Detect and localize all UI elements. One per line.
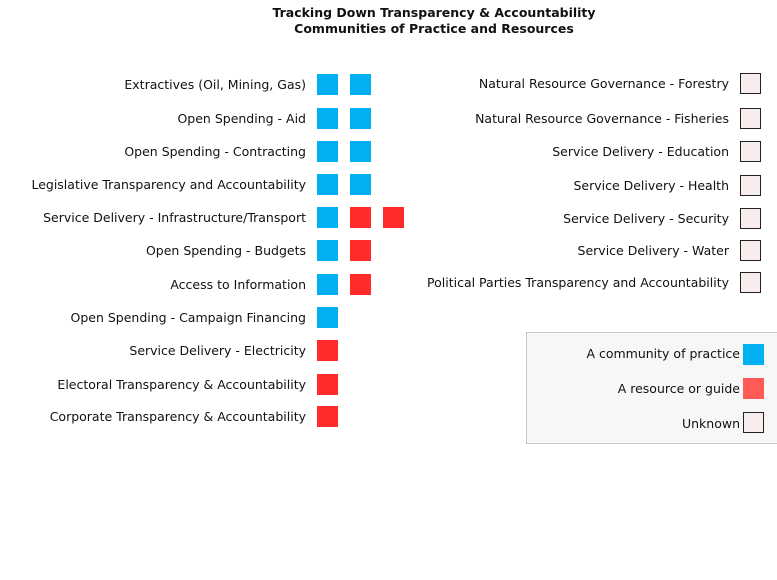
topic-label: Open Spending - Contracting bbox=[124, 144, 306, 159]
unknown-marker bbox=[740, 108, 761, 129]
unknown-marker bbox=[740, 73, 761, 94]
community-marker bbox=[317, 174, 338, 195]
community-marker bbox=[350, 108, 371, 129]
unknown-marker bbox=[740, 208, 761, 229]
topic-label: Electoral Transparency & Accountability bbox=[57, 377, 306, 392]
topic-label: Natural Resource Governance - Forestry bbox=[478, 76, 729, 91]
topic-label: Service Delivery - Infrastructure/Transp… bbox=[43, 210, 306, 225]
community-marker bbox=[317, 207, 338, 228]
resource-marker bbox=[350, 240, 371, 261]
community-marker bbox=[317, 307, 338, 328]
legend-label-resource: A resource or guide bbox=[617, 381, 740, 396]
legend-label-community: A community of practice bbox=[586, 346, 740, 361]
resource-marker bbox=[317, 406, 338, 427]
legend-swatch-resource bbox=[743, 378, 764, 399]
topic-label: Service Delivery - Water bbox=[577, 243, 729, 258]
legend: A community of practice A resource or gu… bbox=[526, 332, 777, 444]
topic-label: Natural Resource Governance - Fisheries bbox=[475, 111, 729, 126]
legend-swatch-unknown bbox=[743, 412, 764, 433]
unknown-marker bbox=[740, 175, 761, 196]
unknown-marker bbox=[740, 141, 761, 162]
topic-label: Political Parties Transparency and Accou… bbox=[427, 275, 729, 290]
topic-label: Corporate Transparency & Accountability bbox=[49, 409, 306, 424]
community-marker bbox=[350, 141, 371, 162]
resource-marker bbox=[350, 274, 371, 295]
topic-label: Service Delivery - Electricity bbox=[129, 343, 306, 358]
community-marker bbox=[350, 174, 371, 195]
community-marker bbox=[317, 274, 338, 295]
topic-label: Service Delivery - Health bbox=[573, 178, 729, 193]
community-marker bbox=[317, 141, 338, 162]
topic-label: Service Delivery - Education bbox=[552, 144, 729, 159]
resource-marker bbox=[350, 207, 371, 228]
topic-label: Access to Information bbox=[170, 277, 306, 292]
topic-label: Service Delivery - Security bbox=[563, 211, 729, 226]
resource-marker bbox=[317, 340, 338, 361]
topic-label: Extractives (Oil, Mining, Gas) bbox=[124, 77, 306, 92]
resource-marker bbox=[317, 374, 338, 395]
community-marker bbox=[317, 240, 338, 261]
legend-swatch-community bbox=[743, 344, 764, 365]
unknown-marker bbox=[740, 240, 761, 261]
community-marker bbox=[317, 108, 338, 129]
unknown-marker bbox=[740, 272, 761, 293]
resource-marker bbox=[383, 207, 404, 228]
chart-title-line-2: Communities of Practice and Resources bbox=[294, 21, 574, 36]
legend-label-unknown: Unknown bbox=[681, 416, 740, 431]
topic-label: Legislative Transparency and Accountabil… bbox=[31, 177, 306, 192]
community-marker bbox=[350, 74, 371, 95]
community-marker bbox=[317, 74, 338, 95]
chart-title-line-1: Tracking Down Transparency & Accountabil… bbox=[272, 5, 596, 20]
topic-label: Open Spending - Campaign Financing bbox=[70, 310, 307, 325]
topic-label: Open Spending - Budgets bbox=[145, 243, 306, 258]
topic-label: Open Spending - Aid bbox=[177, 111, 306, 126]
